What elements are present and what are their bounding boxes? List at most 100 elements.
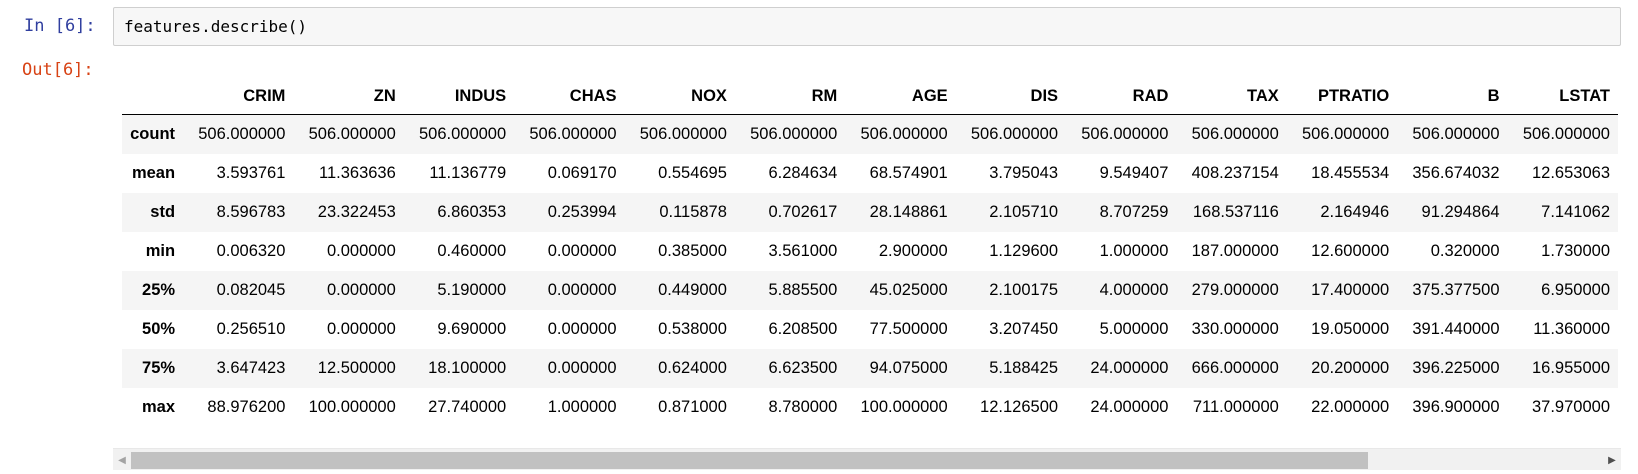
index-header: [122, 70, 184, 115]
table-cell: 0.000000: [547, 241, 617, 260]
table-cell: 0.082045: [216, 280, 286, 299]
table-cell: 28.148861: [869, 202, 948, 221]
table-cell: 1.000000: [1099, 241, 1169, 260]
table-cell: 0.449000: [658, 280, 727, 299]
table-cell: 0.871000: [658, 397, 727, 416]
table-cell: 6.208500: [768, 319, 838, 338]
table-cell: 506.000000: [860, 124, 948, 143]
table-cell: 506.000000: [1522, 124, 1610, 143]
table-cell: 666.000000: [1191, 358, 1279, 377]
table-cell: 408.237154: [1191, 163, 1279, 182]
table-cell: 12.600000: [1311, 241, 1390, 260]
column-header: LSTAT: [1507, 70, 1618, 115]
table-cell: 8.780000: [768, 397, 838, 416]
dataframe-viewport[interactable]: CRIM ZN INDUS CHAS NOX RM AGE DIS RAD TAX PTRATIO B…: [122, 70, 1618, 426]
table-cell: 506.000000: [1301, 124, 1390, 143]
table-cell: 5.190000: [437, 280, 507, 299]
input-prompt: In [6]:: [24, 16, 96, 36]
column-header: PTRATIO: [1286, 70, 1398, 115]
row-label: std: [150, 202, 176, 221]
table-cell: 18.100000: [428, 358, 507, 377]
code-text[interactable]: features.describe(): [124, 17, 308, 36]
table-row: 75% 3.647423 12.500000 18.100000 0.000000 0.6…: [122, 348, 1618, 388]
output-prompt: Out[6]:: [22, 60, 94, 80]
table-cell: 0.000000: [547, 358, 617, 377]
table-cell: 100.000000: [860, 397, 948, 416]
table-cell: 5.188425: [989, 358, 1059, 377]
table-cell: 1.129600: [989, 241, 1059, 260]
table-cell: 711.000000: [1192, 397, 1279, 416]
table-cell: 0.256510: [216, 319, 286, 338]
table-cell: 91.294864: [1421, 202, 1500, 221]
horizontal-scrollbar[interactable]: ◀ ▶: [113, 448, 1621, 470]
table-cell: 11.363636: [319, 163, 396, 182]
table-cell: 6.860353: [437, 202, 507, 221]
dataframe-table: CRIM ZN INDUS CHAS NOX RM AGE DIS RAD TAX PTRATIO B…: [122, 70, 1618, 426]
column-header: DIS: [955, 70, 1067, 115]
table-cell: 0.000000: [326, 280, 396, 299]
table-cell: 3.647423: [216, 358, 286, 377]
table-cell: 330.000000: [1191, 319, 1279, 338]
table-cell: 0.000000: [326, 319, 396, 338]
table-row: count 506.000000 506.000000 506.000000 506.0…: [122, 114, 1618, 154]
table-cell: 2.100175: [989, 280, 1059, 299]
row-label: mean: [131, 163, 176, 182]
table-cell: 12.500000: [317, 358, 396, 377]
output-area: CRIM ZN INDUS CHAS NOX RM AGE DIS RAD TAX PTRATIO B…: [113, 70, 1621, 470]
table-cell: 2.164946: [1320, 202, 1390, 221]
table-row: min 0.006320 0.000000 0.460000 0.000000 0.385…: [122, 231, 1618, 271]
row-label: max: [142, 397, 176, 416]
table-cell: 12.653063: [1532, 163, 1610, 182]
row-label: min: [145, 241, 176, 260]
table-cell: 77.500000: [869, 319, 948, 338]
table-cell: 24.000000: [1090, 358, 1169, 377]
table-cell: 0.000000: [547, 319, 617, 338]
row-label: count: [130, 124, 176, 143]
table-cell: 5.885500: [768, 280, 838, 299]
table-cell: 0.460000: [437, 241, 507, 260]
table-row: 25% 0.082045 0.000000 5.190000 0.000000 0.449…: [122, 270, 1618, 310]
table-cell: 3.561000: [768, 241, 838, 260]
table-cell: 506.000000: [418, 124, 507, 143]
table-row: std 8.596783 23.322453 6.860353 0.253994 0.11…: [122, 192, 1618, 232]
scroll-right-arrow-icon[interactable]: ▶: [1608, 454, 1616, 466]
table-cell: 11.136779: [429, 163, 507, 182]
table-cell: 0.000000: [326, 241, 396, 260]
code-cell[interactable]: features.describe(): [113, 7, 1621, 46]
table-cell: 2.105710: [989, 202, 1059, 221]
table-cell: 45.025000: [869, 280, 948, 299]
column-header: RM: [734, 70, 846, 115]
table-cell: 168.537116: [1192, 202, 1279, 221]
table-cell: 6.284634: [768, 163, 838, 182]
table-cell: 506.000000: [308, 124, 396, 143]
column-header: AGE: [845, 70, 956, 115]
header-row: CRIM ZN INDUS CHAS NOX RM AGE DIS RAD TAX PTRATIO B…: [122, 70, 1618, 115]
column-header: NOX: [624, 70, 735, 115]
table-cell: 506.000000: [970, 124, 1059, 143]
table-cell: 37.970000: [1532, 397, 1610, 416]
table-cell: 0.385000: [658, 241, 727, 260]
table-cell: 0.069170: [547, 163, 617, 182]
table-cell: 279.000000: [1191, 280, 1279, 299]
table-cell: 23.322453: [317, 202, 396, 221]
table-row: 50% 0.256510 0.000000 9.690000 0.000000 0.538…: [122, 309, 1618, 349]
table-cell: 8.707259: [1099, 202, 1169, 221]
table-cell: 24.000000: [1090, 397, 1169, 416]
table-cell: 375.377500: [1412, 280, 1500, 299]
table-cell: 1.730000: [1541, 241, 1610, 260]
scroll-left-arrow-icon[interactable]: ◀: [118, 454, 126, 466]
table-cell: 0.538000: [658, 319, 727, 338]
scroll-thumb[interactable]: [131, 452, 1368, 469]
table-cell: 17.400000: [1311, 280, 1390, 299]
table-cell: 6.950000: [1541, 280, 1610, 299]
table-cell: 27.740000: [428, 397, 507, 416]
table-cell: 8.596783: [216, 202, 286, 221]
table-cell: 506.000000: [639, 124, 727, 143]
table-cell: 0.253994: [547, 202, 617, 221]
table-cell: 3.593761: [216, 163, 286, 182]
table-cell: 391.440000: [1412, 319, 1500, 338]
column-header: INDUS: [403, 70, 515, 115]
table-cell: 506.000000: [1191, 124, 1279, 143]
column-header: TAX: [1176, 70, 1287, 115]
column-header: ZN: [293, 70, 404, 115]
